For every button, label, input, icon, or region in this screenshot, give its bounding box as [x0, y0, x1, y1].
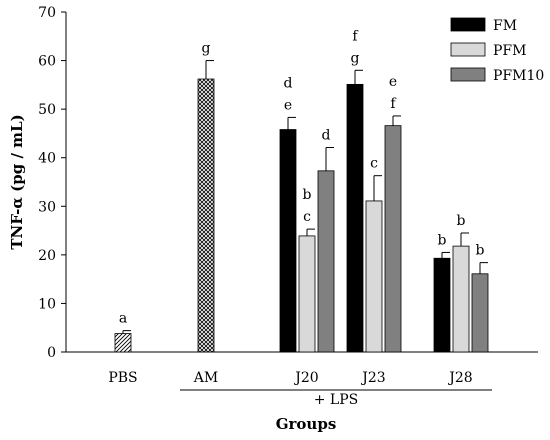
y-tick-label: 0 — [47, 345, 56, 361]
y-tick-label: 30 — [38, 199, 56, 215]
significance-label: c — [303, 209, 311, 225]
significance-label: b — [457, 213, 466, 229]
y-tick-label: 40 — [38, 151, 56, 167]
legend-label: FM — [493, 18, 517, 34]
legend-label: PFM — [493, 43, 526, 59]
significance-label: f — [352, 28, 359, 44]
significance-label: g — [202, 41, 211, 57]
bar — [434, 258, 450, 352]
significance-label: d — [322, 128, 331, 144]
bar — [299, 236, 315, 352]
bar — [453, 246, 469, 352]
significance-label: a — [119, 311, 127, 327]
bar — [472, 274, 488, 352]
bar — [198, 79, 214, 352]
bar — [347, 84, 363, 352]
significance-label: b — [303, 187, 312, 203]
significance-label: e — [284, 97, 292, 113]
x-axis-labels: PBS AM J20 J23 J28 — [108, 370, 472, 386]
legend: FM PFM PFM10 — [451, 18, 544, 84]
y-tick-label: 20 — [38, 248, 56, 264]
legend-swatch — [451, 68, 485, 81]
significance-label: b — [438, 232, 447, 248]
legend-swatch — [451, 18, 485, 31]
legend-swatch — [451, 43, 485, 56]
bar — [280, 130, 296, 352]
significance-label: f — [390, 96, 397, 112]
y-axis-title: TNF-α (pg / mL) — [8, 114, 26, 249]
significance-label: d — [284, 75, 293, 91]
significance-label: e — [389, 74, 397, 90]
y-tick-label: 10 — [38, 296, 56, 312]
bar — [115, 334, 131, 352]
x-category-label: AM — [193, 370, 218, 386]
x-category-label: J28 — [447, 370, 472, 386]
significance-label: b — [476, 243, 485, 259]
x-category-label: J20 — [293, 370, 318, 386]
significance-label: c — [370, 156, 378, 172]
x-category-label: PBS — [108, 370, 137, 386]
bar — [385, 126, 401, 352]
x-axis-title: Groups — [276, 415, 337, 433]
y-tick-label: 50 — [38, 102, 56, 118]
bar — [366, 201, 382, 352]
lps-annotation: + LPS — [314, 392, 359, 408]
bar — [318, 171, 334, 352]
y-tick-label: 60 — [38, 54, 56, 70]
x-category-label: J23 — [360, 370, 385, 386]
significance-label: g — [351, 50, 360, 66]
legend-label: PFM10 — [493, 68, 544, 84]
y-tick-label: 70 — [38, 5, 56, 21]
y-axis-ticks: 0 10 20 30 40 50 60 70 — [38, 5, 66, 361]
